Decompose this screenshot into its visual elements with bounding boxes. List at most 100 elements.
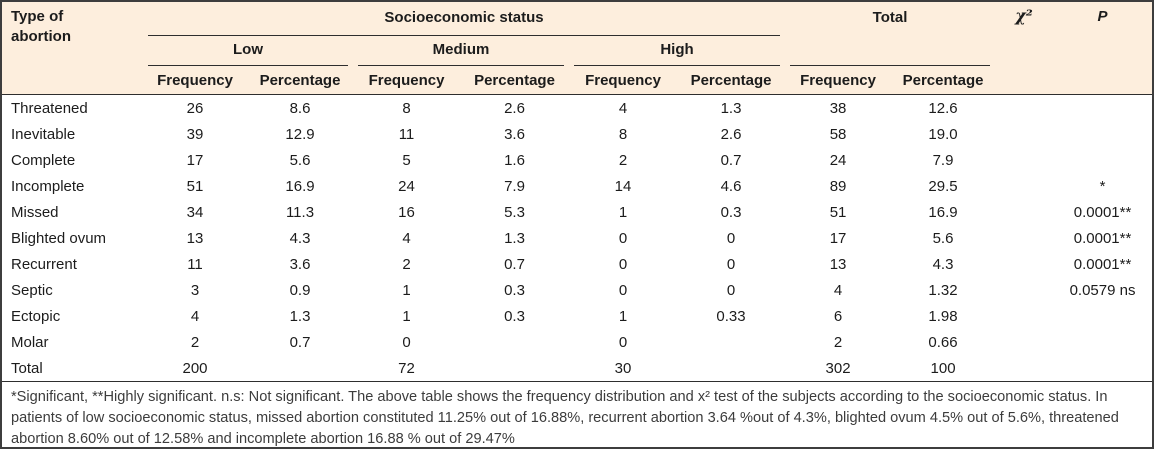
cell-low-frequency: 13 [143, 225, 247, 251]
header-group-high: High [569, 36, 786, 66]
table-row: Total 200 72 30 302 100 [2, 355, 1152, 382]
cell-chi-square [995, 95, 1054, 121]
cell-medium-percentage: 3.6 [460, 121, 569, 147]
cell-total-percentage: 12.6 [891, 95, 996, 121]
divider [790, 65, 991, 66]
table-body: Threatened 26 8.6 8 2.6 4 1.3 38 12.6 Inevitable 3… [2, 95, 1152, 382]
row-label: Missed [2, 199, 143, 225]
cell-high-percentage: 0.33 [677, 303, 786, 329]
cell-low-percentage: 11.3 [247, 199, 353, 225]
cell-low-percentage: 0.9 [247, 277, 353, 303]
table-row: Missed 34 11.3 16 5.3 1 0.3 51 16.9 0.0001** [2, 199, 1152, 225]
cell-total-frequency: 24 [785, 147, 892, 173]
cell-low-frequency: 2 [143, 329, 247, 355]
header-medium-frequency: Frequency [353, 66, 460, 95]
cell-high-frequency: 4 [569, 95, 677, 121]
row-label: Ectopic [2, 303, 143, 329]
cell-low-frequency: 200 [143, 355, 247, 382]
header-group-high-label: High [660, 41, 694, 58]
cell-high-frequency: 0 [569, 329, 677, 355]
cell-p-value: 0.0001** [1053, 225, 1152, 251]
header-socioeconomic-status-label: Socioeconomic status [384, 9, 544, 26]
cell-p-value [1053, 329, 1152, 355]
cell-total-percentage: 19.0 [891, 121, 996, 147]
cell-medium-frequency: 1 [353, 303, 460, 329]
cell-low-frequency: 11 [143, 251, 247, 277]
cell-chi-square [995, 199, 1054, 225]
cell-low-frequency: 3 [143, 277, 247, 303]
row-label: Incomplete [2, 173, 143, 199]
cell-total-frequency: 2 [785, 329, 892, 355]
cell-total-frequency: 51 [785, 199, 892, 225]
divider [148, 65, 348, 66]
cell-medium-percentage: 0.7 [460, 251, 569, 277]
cell-low-frequency: 17 [143, 147, 247, 173]
header-group-low-label: Low [233, 41, 263, 58]
cell-medium-percentage: 5.3 [460, 199, 569, 225]
table-row: Complete 17 5.6 5 1.6 2 0.7 24 7.9 [2, 147, 1152, 173]
cell-high-frequency: 2 [569, 147, 677, 173]
table-row: Molar 2 0.7 0 0 2 0.66 [2, 329, 1152, 355]
cell-p-value [1053, 147, 1152, 173]
cell-low-percentage: 4.3 [247, 225, 353, 251]
header-row-2: Low Medium High [2, 36, 1152, 66]
cell-medium-frequency: 16 [353, 199, 460, 225]
header-row-3: Frequency Percentage Frequency Percentag… [2, 66, 1152, 95]
cell-high-percentage: 0.3 [677, 199, 786, 225]
header-high-percentage: Percentage [677, 66, 786, 95]
cell-high-percentage: 1.3 [677, 95, 786, 121]
cell-low-frequency: 34 [143, 199, 247, 225]
cell-high-frequency: 0 [569, 277, 677, 303]
cell-medium-frequency: 4 [353, 225, 460, 251]
cell-medium-percentage: 7.9 [460, 173, 569, 199]
cell-high-percentage [677, 329, 786, 355]
row-label: Total [2, 355, 143, 382]
cell-low-percentage: 5.6 [247, 147, 353, 173]
header-row-1: Type of abortion Socioeconomic status To… [2, 2, 1152, 95]
cell-high-frequency: 30 [569, 355, 677, 382]
cell-high-frequency: 1 [569, 199, 677, 225]
cell-high-frequency: 0 [569, 225, 677, 251]
cell-low-percentage: 8.6 [247, 95, 353, 121]
cell-chi-square [995, 173, 1054, 199]
table-header: Type of abortion Socioeconomic status To… [2, 2, 1152, 95]
cell-chi-square [995, 355, 1054, 382]
table-row: Ectopic 4 1.3 1 0.3 1 0.33 6 1.98 [2, 303, 1152, 329]
cell-high-frequency: 8 [569, 121, 677, 147]
cell-p-value [1053, 95, 1152, 121]
table-row: Septic 3 0.9 1 0.3 0 0 4 1.32 0.0579 ns [2, 277, 1152, 303]
cell-total-percentage: 5.6 [891, 225, 996, 251]
table-row: Inevitable 39 12.9 11 3.6 8 2.6 58 19.0 [2, 121, 1152, 147]
table-row: Incomplete 51 16.9 24 7.9 14 4.6 89 29.5 * [2, 173, 1152, 199]
cell-total-percentage: 100 [891, 355, 996, 382]
abortion-socioeconomic-table: Type of abortion Socioeconomic status To… [2, 2, 1152, 382]
cell-medium-percentage: 2.6 [460, 95, 569, 121]
header-group-low: Low [143, 36, 353, 66]
cell-p-value: 0.0001** [1053, 199, 1152, 225]
cell-medium-percentage [460, 329, 569, 355]
header-group-medium: Medium [353, 36, 569, 66]
cell-medium-frequency: 24 [353, 173, 460, 199]
cell-low-percentage: 12.9 [247, 121, 353, 147]
divider [574, 65, 781, 66]
cell-high-frequency: 1 [569, 303, 677, 329]
row-label: Recurrent [2, 251, 143, 277]
header-high-frequency: Frequency [569, 66, 677, 95]
header-total-label: Total [872, 9, 908, 26]
cell-medium-frequency: 72 [353, 355, 460, 382]
cell-total-percentage: 4.3 [891, 251, 996, 277]
cell-p-value: 0.0579 ns [1053, 277, 1152, 303]
header-type-of-abortion: Type of abortion [2, 2, 143, 95]
divider [148, 35, 781, 36]
table-row: Threatened 26 8.6 8 2.6 4 1.3 38 12.6 [2, 95, 1152, 121]
cell-p-value: * [1053, 173, 1152, 199]
cell-low-frequency: 4 [143, 303, 247, 329]
cell-medium-percentage [460, 355, 569, 382]
cell-low-percentage: 3.6 [247, 251, 353, 277]
cell-p-value: 0.0001** [1053, 251, 1152, 277]
cell-medium-frequency: 2 [353, 251, 460, 277]
cell-total-frequency: 6 [785, 303, 892, 329]
cell-medium-percentage: 1.6 [460, 147, 569, 173]
row-label: Complete [2, 147, 143, 173]
